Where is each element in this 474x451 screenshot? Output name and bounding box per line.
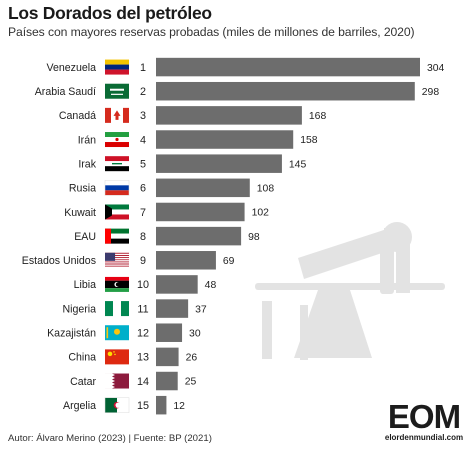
bar xyxy=(156,154,282,173)
bar xyxy=(156,202,245,222)
chart-title: Los Dorados del petróleo xyxy=(8,3,212,23)
bar-row: Kuwait 7 102 xyxy=(64,202,270,222)
country-label: Irak xyxy=(78,158,96,170)
country-label: Rusia xyxy=(69,183,96,195)
canada-flag xyxy=(105,107,129,123)
logo-mark: EOM xyxy=(387,398,461,435)
value-label: 168 xyxy=(309,111,327,122)
nigeria-flag xyxy=(105,301,129,317)
value-label: 26 xyxy=(186,353,198,364)
china-flag xyxy=(105,349,129,365)
value-label: 98 xyxy=(248,232,260,243)
bar xyxy=(156,57,420,77)
value-label: 304 xyxy=(427,63,445,74)
saudi-arabia-flag xyxy=(105,83,129,99)
bar xyxy=(156,251,216,270)
uae-flag xyxy=(105,228,129,244)
country-label: Argelia xyxy=(63,400,96,412)
rank-label: 11 xyxy=(137,303,148,315)
algeria-flag xyxy=(104,397,130,413)
bar-row: Irak 5 145 xyxy=(78,154,306,173)
kuwait-flag xyxy=(105,204,129,220)
bar xyxy=(156,178,250,198)
value-label: 145 xyxy=(289,159,307,170)
rank-label: 14 xyxy=(137,376,149,388)
eom-logo: EOM elordenmundial.com xyxy=(381,398,467,446)
bar xyxy=(156,226,242,246)
russia-flag xyxy=(104,180,130,196)
venezuela-flag xyxy=(105,59,129,75)
iraq-flag xyxy=(105,156,129,172)
rank-label: 9 xyxy=(140,255,146,267)
bar xyxy=(156,130,294,149)
usa-flag xyxy=(105,252,129,268)
bar xyxy=(156,106,302,125)
country-label: Estados Unidos xyxy=(22,255,96,267)
rank-label: 7 xyxy=(140,207,146,219)
value-label: 25 xyxy=(185,377,197,388)
rank-label: 12 xyxy=(137,328,149,340)
country-label: EAU xyxy=(74,231,96,243)
country-label: Canadá xyxy=(59,110,96,122)
country-label: Arabia Saudí xyxy=(35,86,96,98)
rank-label: 4 xyxy=(140,134,146,146)
rank-label: 15 xyxy=(137,400,149,412)
value-label: 158 xyxy=(300,135,318,146)
bar-row: Arabia Saudí 2 298 xyxy=(35,81,440,101)
bar xyxy=(156,299,189,318)
value-label: 48 xyxy=(205,280,217,291)
rank-label: 1 xyxy=(140,62,146,74)
rank-label: 5 xyxy=(140,158,146,170)
source-note: Autor: Álvaro Merino (2023) | Fuente: BP… xyxy=(8,433,212,444)
rank-label: 2 xyxy=(140,86,146,98)
bar-row: Nigeria 11 37 xyxy=(62,299,207,318)
chart-subtitle: Países con mayores reservas probadas (mi… xyxy=(8,25,415,39)
bar xyxy=(156,371,178,391)
country-label: Libia xyxy=(74,279,96,291)
value-label: 69 xyxy=(223,256,235,267)
rank-label: 6 xyxy=(140,183,146,195)
country-label: Venezuela xyxy=(47,62,97,74)
kazakhstan-flag xyxy=(105,325,129,341)
value-label: 108 xyxy=(257,184,275,195)
bar xyxy=(156,81,415,101)
bar-row: Catar 14 25 xyxy=(70,371,197,391)
value-label: 12 xyxy=(173,401,185,412)
rank-label: 8 xyxy=(140,231,146,243)
country-label: Irán xyxy=(78,134,96,146)
country-label: China xyxy=(68,352,96,364)
qatar-flag xyxy=(105,373,129,389)
bar-row: Estados Unidos 9 69 xyxy=(22,251,235,270)
oil-pumpjack-icon xyxy=(255,222,445,360)
value-label: 102 xyxy=(252,208,270,219)
libya-flag xyxy=(105,276,129,292)
bar-row: Libia 10 48 xyxy=(74,275,217,294)
rank-label: 13 xyxy=(137,352,149,364)
bar-row: EAU 8 98 xyxy=(74,226,260,246)
country-label: Nigeria xyxy=(62,303,96,315)
bar-row: Venezuela 1 304 xyxy=(47,57,445,77)
iran-flag xyxy=(105,132,129,148)
bar-row: Canadá 3 168 xyxy=(59,106,327,125)
value-label: 37 xyxy=(195,304,207,315)
bar-row: Rusia 6 108 xyxy=(69,178,275,198)
bar xyxy=(156,275,198,294)
bar xyxy=(156,323,183,342)
country-label: Catar xyxy=(70,376,96,388)
country-label: Kazajistán xyxy=(47,328,96,340)
value-label: 298 xyxy=(422,87,440,98)
bar-row: China 13 26 xyxy=(68,347,198,367)
bar-row: Irán 4 158 xyxy=(78,130,318,149)
country-label: Kuwait xyxy=(64,207,96,219)
logo-url: elordenmundial.com xyxy=(384,433,464,442)
value-label: 30 xyxy=(189,328,201,339)
rank-label: 10 xyxy=(137,279,149,291)
bar xyxy=(156,347,179,367)
bar-row: Argelia 15 12 xyxy=(63,395,185,415)
bar-row: Kazajistán 12 30 xyxy=(47,323,201,342)
rank-label: 3 xyxy=(140,110,146,122)
bar xyxy=(156,395,167,415)
